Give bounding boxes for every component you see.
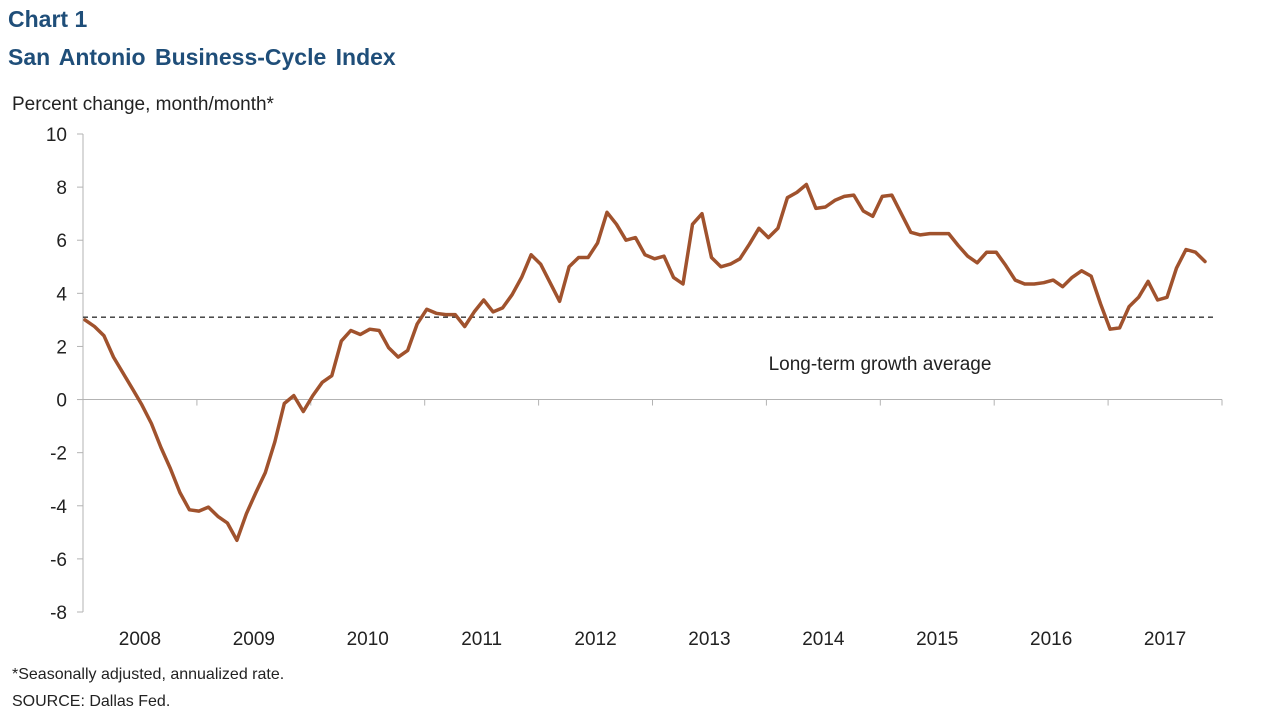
series-group (83, 182, 1207, 543)
y-tick-label: 2 (56, 337, 67, 358)
y-axis-label: Percent change, month/month* (12, 94, 275, 115)
chart-label: Chart 1 (8, 6, 88, 32)
series-line (83, 182, 1207, 543)
y-tick-label: -2 (50, 444, 67, 465)
x-tick-label: 2011 (461, 629, 502, 650)
x-tick-label: 2013 (688, 629, 730, 650)
y-tick-label: 4 (56, 284, 67, 305)
y-tick-label: -4 (50, 497, 67, 518)
y-tick-label: -6 (50, 550, 67, 571)
reference-line-group: Long-term growth average (83, 316, 1214, 375)
x-tick-label: 2009 (233, 629, 275, 650)
x-axis: 2008 2009 2010 2011 2012 2013 2014 2015 2016 2017 (83, 399, 1223, 650)
x-tick-label: 2016 (1030, 629, 1072, 650)
x-tick-label: 2012 (574, 629, 616, 650)
x-tick-label: 2008 (119, 629, 161, 650)
y-tick-label: 10 (46, 125, 67, 146)
y-tick-label: 8 (56, 178, 67, 199)
y-tick-label: 0 (56, 391, 67, 412)
x-tick-label: 2010 (347, 629, 389, 650)
source-note: SOURCE: Dallas Fed. (12, 693, 171, 710)
x-tick-label: 2014 (802, 629, 845, 650)
y-tick-label: -8 (50, 603, 67, 624)
chart-title: San Antonio Business-Cycle Index (8, 44, 396, 70)
x-tick-label: 2015 (916, 629, 958, 650)
footnote: *Seasonally adjusted, annualized rate. (12, 666, 285, 683)
y-tick-label: 6 (56, 231, 67, 252)
y-axis: 10 8 6 4 2 0 -2 -4 -6 -8 (46, 125, 84, 624)
x-tick-label: 2017 (1144, 629, 1186, 650)
long-term-average-label: Long-term growth average (769, 354, 992, 375)
